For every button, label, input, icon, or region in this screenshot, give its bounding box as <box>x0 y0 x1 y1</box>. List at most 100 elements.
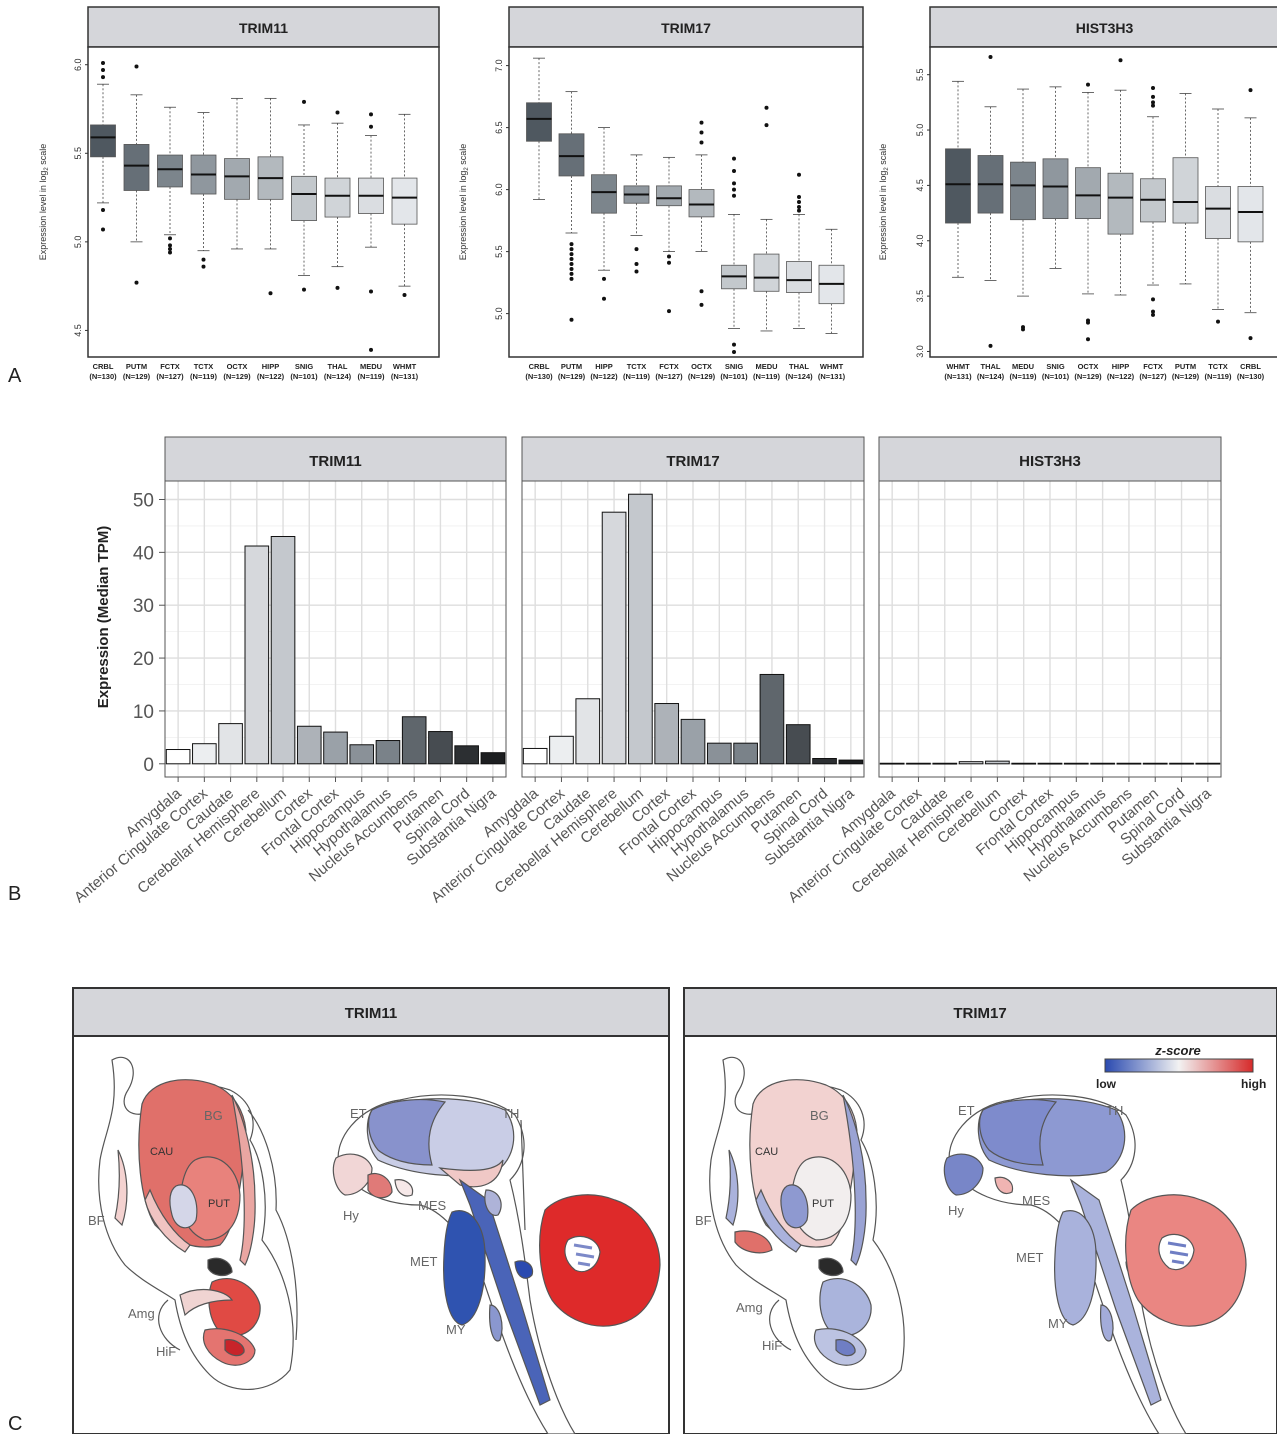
outlier-point <box>1021 325 1025 330</box>
box-hipp <box>257 97 284 296</box>
box-tctx <box>190 112 217 269</box>
outlier-point <box>732 193 736 198</box>
strip-title: HIST3H3 <box>1019 453 1081 470</box>
barchart-panels: 0 10 20 30 40 50 Expression (Median TPM) TRIM11… <box>71 436 1222 906</box>
grid-lines <box>879 481 1221 777</box>
bar-cortex <box>1011 762 1037 765</box>
bar-nucleus-accumbens <box>1116 762 1142 765</box>
zscore-legend: z-score low high <box>1096 1043 1266 1091</box>
box-whmt <box>391 113 418 297</box>
outlier-point <box>168 243 172 248</box>
y-tick-label: 6.0 <box>494 183 504 196</box>
outlier-point <box>732 350 736 355</box>
box-tctx <box>623 154 650 274</box>
strip-title: TRIM17 <box>661 20 711 36</box>
outlier-point <box>302 99 306 104</box>
label-et-trim17: ET <box>958 1103 975 1118</box>
strip-title: TRIM11 <box>309 453 362 470</box>
outlier-point <box>602 296 606 301</box>
legend-gradient <box>1104 1058 1254 1073</box>
sagittal-section-trim17 <box>943 1094 1247 1434</box>
box-crbl <box>90 60 116 232</box>
box-iqr <box>123 144 150 191</box>
outlier-point <box>302 287 306 292</box>
x-tick-label: CRBL <box>529 362 550 371</box>
brain-panel-trim17: TRIM17 z-score low high <box>683 987 1277 1434</box>
bar-nucleus-accumbens <box>759 673 785 765</box>
box-iqr <box>324 177 351 218</box>
bar-hippocampus <box>706 742 732 765</box>
x-count-label: (N=129) <box>223 372 251 381</box>
strip-header <box>508 6 864 48</box>
boxplot-hist3h3: HIST3H3 3.0 3.5 4.0 4.5 5.0 5.5 Expression leve… <box>878 6 1277 381</box>
bar-substantia-nigra <box>1195 762 1221 765</box>
y-tick-label: 3.0 <box>915 345 925 358</box>
label-th-trim11: TH <box>502 1106 519 1121</box>
y-tick-label: 5.0 <box>73 236 83 249</box>
outlier-point <box>335 285 340 290</box>
y-tick-label: 5.5 <box>494 245 504 258</box>
x-count-label: (N=101) <box>1042 372 1070 381</box>
outlier-point <box>732 169 736 173</box>
outlier-point <box>1151 297 1155 302</box>
box-iqr <box>591 174 617 214</box>
outlier-point <box>569 242 574 247</box>
bar-anterior-cingulate-cortex <box>549 735 574 765</box>
brain-title-trim11: TRIM11 <box>345 1005 398 1022</box>
x-count-label: (N=124) <box>324 372 352 381</box>
label-bg-trim11: BG <box>204 1108 223 1123</box>
label-met-trim11: MET <box>410 1254 438 1269</box>
outlier-point <box>168 246 172 251</box>
box-medu <box>753 105 780 332</box>
box-fctx <box>157 106 183 255</box>
outlier-point <box>369 124 373 129</box>
x-count-label: (N=127) <box>1139 372 1167 381</box>
box-octx <box>688 120 715 307</box>
bar-cerebellar-hemisphere <box>958 761 984 765</box>
outlier-point <box>667 254 671 259</box>
sagittal-section-trim11 <box>332 1094 661 1434</box>
outlier-point <box>797 172 801 177</box>
box-hipp <box>1107 58 1134 296</box>
box-iqr <box>558 133 585 177</box>
x-count-label: (N=122) <box>1107 372 1135 381</box>
outlier-point <box>569 271 574 276</box>
outlier-point <box>134 64 139 69</box>
box-hipp <box>591 127 617 301</box>
x-count-label: (N=131) <box>818 372 846 381</box>
box-iqr <box>1075 167 1101 220</box>
box-thal <box>324 110 351 290</box>
bar-hippocampus <box>349 744 375 765</box>
box-putm <box>1172 93 1199 285</box>
box-iqr <box>157 154 183 188</box>
legend-low: low <box>1096 1077 1117 1091</box>
bar-spinal-cord <box>812 758 837 765</box>
box-putm <box>558 91 585 322</box>
x-count-label: (N=101) <box>720 372 748 381</box>
label-bf-trim17: BF <box>695 1213 712 1228</box>
outlier-point <box>569 276 574 281</box>
outlier-point <box>569 252 574 257</box>
x-count-label: (N=129) <box>688 372 716 381</box>
x-tick-label: MEDU <box>1012 362 1034 371</box>
x-tick-label: SNIG <box>725 362 744 371</box>
box-iqr <box>391 177 418 225</box>
bar-amygdala <box>165 749 191 765</box>
bar-cerebellum <box>985 760 1010 765</box>
x-count-label: (N=122) <box>590 372 618 381</box>
x-count-label: (N=130) <box>525 372 553 381</box>
box-iqr <box>753 253 780 292</box>
x-count-label: (N=119) <box>358 372 385 381</box>
x-tick-label: HIPP <box>1112 362 1130 371</box>
x-tick-label: HIPP <box>262 362 280 371</box>
label-hy-trim17: Hy <box>948 1203 964 1218</box>
y-tick-label: 20 <box>133 649 154 670</box>
plot-frame <box>878 480 1222 778</box>
label-put-trim17: PUT <box>812 1198 834 1210</box>
outlier-point <box>134 280 139 285</box>
x-tick-label: TCTX <box>194 362 214 371</box>
x-count-label: (N=119) <box>623 372 650 381</box>
bar-nucleus-accumbens <box>401 716 427 765</box>
bar-substantia-nigra <box>838 759 864 765</box>
outlier-point <box>699 140 704 145</box>
